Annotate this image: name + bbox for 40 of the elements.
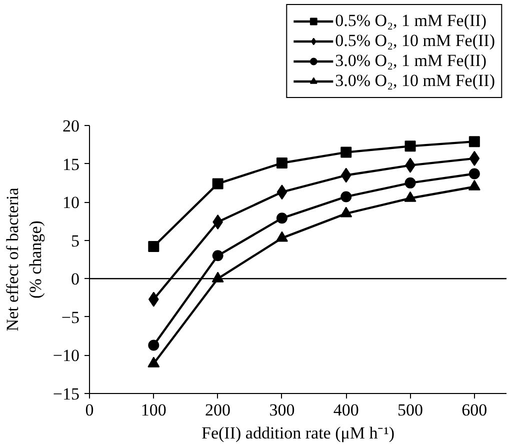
point xyxy=(340,146,352,158)
x-tick-label: 300 xyxy=(269,400,295,420)
x-tick-label: 400 xyxy=(333,400,359,420)
x-tick-label: 0 xyxy=(85,400,94,420)
y-tick-label: 10 xyxy=(62,193,80,212)
point xyxy=(212,178,224,190)
y-tick-label: 15 xyxy=(62,154,80,174)
y-axis-title: Net effect of bacteria (% change) xyxy=(3,187,45,332)
x-tick-label: 100 xyxy=(140,400,166,420)
y-tick-label: −5 xyxy=(61,308,80,327)
point xyxy=(148,292,159,307)
y-tick-label: 5 xyxy=(71,231,80,250)
point xyxy=(276,212,288,224)
point xyxy=(340,206,352,218)
legend-label: 3.0% O₂, 10 mM Fe(II) xyxy=(335,71,495,91)
x-tick-label: 600 xyxy=(462,400,488,420)
x-tick-label: 200 xyxy=(205,400,231,420)
legend-label: 3.0% O₂, 1 mM Fe(II) xyxy=(335,51,486,71)
point xyxy=(148,340,160,351)
x-axis-title: Fe(II) addition rate (μM h⁻¹) xyxy=(202,424,394,442)
point xyxy=(469,150,480,166)
point xyxy=(212,250,224,262)
point xyxy=(404,177,416,188)
y-tick-label: 0 xyxy=(71,270,80,289)
point xyxy=(276,184,288,200)
legend-label: 0.5% O₂, 10 mM Fe(II) xyxy=(335,31,495,51)
point xyxy=(148,240,160,252)
point xyxy=(468,136,480,148)
point xyxy=(276,158,288,169)
point xyxy=(276,231,288,242)
y-tick-label: −10 xyxy=(52,346,80,366)
point xyxy=(340,191,352,202)
point xyxy=(404,140,416,152)
x-tick-label: 500 xyxy=(398,400,424,420)
point xyxy=(468,168,480,180)
point xyxy=(340,168,352,183)
point xyxy=(148,356,160,368)
legend-label: 0.5% O₂, 1 mM Fe(II) xyxy=(335,11,486,31)
y-tick-label: −15 xyxy=(52,384,80,404)
y-tick-label: 20 xyxy=(62,116,80,136)
